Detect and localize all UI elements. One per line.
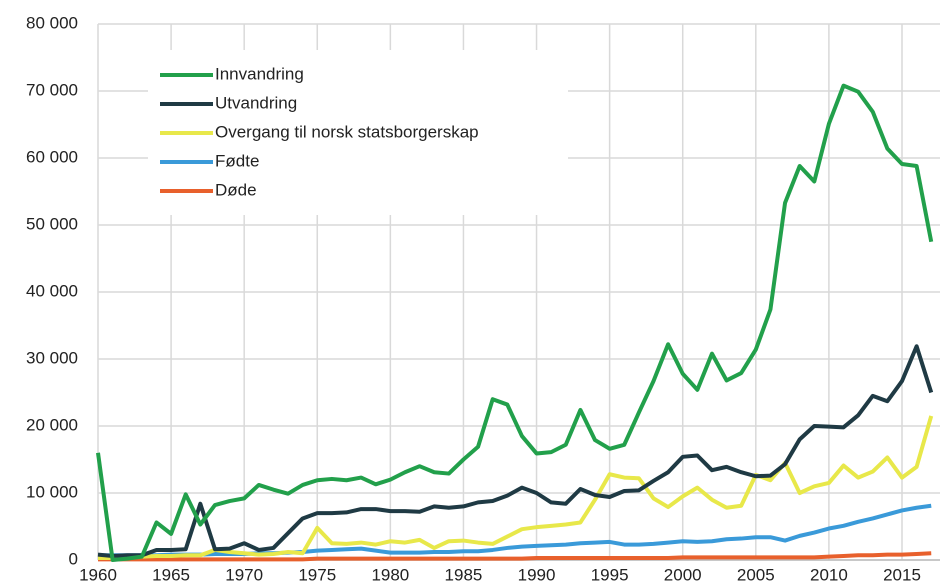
x-tick-label: 1995 <box>591 565 629 584</box>
x-tick-label: 2015 <box>883 565 921 584</box>
series-line <box>98 415 934 560</box>
x-tick-label: 2000 <box>664 565 702 584</box>
series-line <box>97 344 934 558</box>
x-tick-label: 1975 <box>298 565 336 584</box>
legend-label: Overgang til norsk statsborgerskap <box>215 122 479 141</box>
legend-box <box>148 50 568 215</box>
y-tick-label: 70 000 <box>26 80 78 99</box>
x-tick-label: 1990 <box>518 565 556 584</box>
legend-label: Utvandring <box>215 93 297 112</box>
x-tick-label: 1980 <box>371 565 409 584</box>
x-tick-label: 2010 <box>810 565 848 584</box>
y-tick-label: 80 000 <box>26 13 78 32</box>
x-tick-label: 1970 <box>225 565 263 584</box>
legend-label: Innvandring <box>215 64 304 83</box>
legend-label: Fødte <box>215 151 259 170</box>
y-tick-label: 20 000 <box>26 415 78 434</box>
y-tick-label: 60 000 <box>26 147 78 166</box>
x-tick-label: 1985 <box>445 565 483 584</box>
series-line <box>96 83 934 562</box>
y-tick-label: 0 <box>69 549 78 568</box>
x-tick-label: 2005 <box>737 565 775 584</box>
x-tick-label: 1960 <box>79 565 117 584</box>
x-tick-label: 1965 <box>152 565 190 584</box>
plot-lines <box>96 83 934 562</box>
y-tick-label: 50 000 <box>26 214 78 233</box>
y-tick-label: 30 000 <box>26 348 78 367</box>
legend-label: Døde <box>215 180 257 199</box>
y-tick-label: 10 000 <box>26 482 78 501</box>
y-tick-label: 40 000 <box>26 281 78 300</box>
series-line <box>98 551 932 562</box>
